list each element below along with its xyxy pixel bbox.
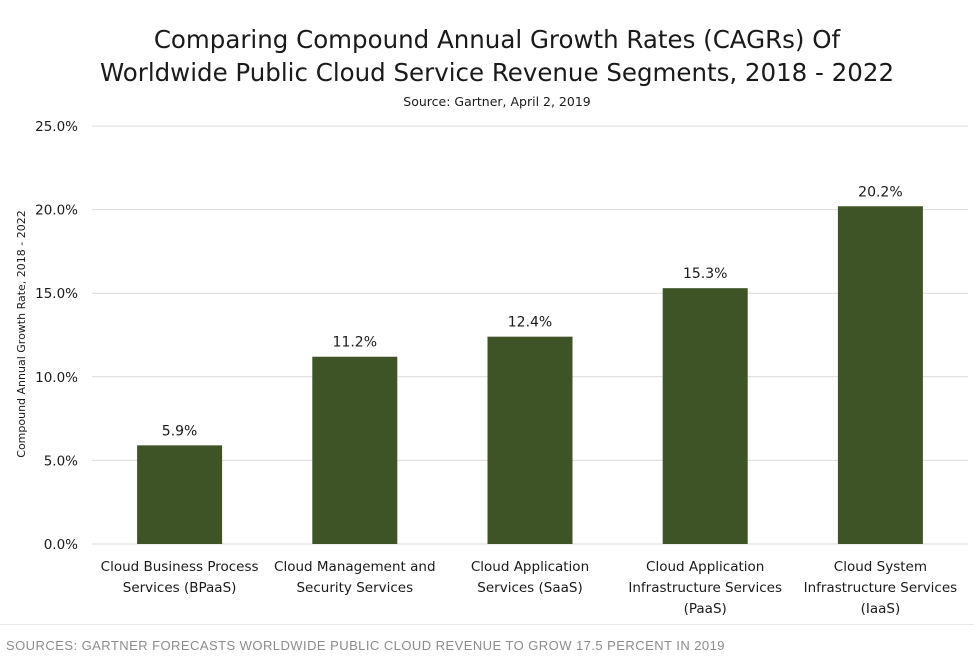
x-category-label-line: Cloud Application [471,559,589,575]
x-axis-categories: Cloud Business Process Services (BPaaS)Cl… [101,559,958,617]
bar-value-label: 20.2% [858,184,902,200]
x-category-label-line: Services (BPaaS) [123,580,237,596]
data-labels: 5.9% 11.2% 12.4% 15.3% 20.2% [162,184,903,439]
x-category-label-line: Cloud Application [646,559,764,575]
x-category-label-line: Services (SaaS) [477,580,582,596]
x-category-label: Cloud Management and Security Services [274,559,435,596]
x-category-label: Cloud Application Services (SaaS) [471,559,589,596]
chart-panel: Comparing Compound Annual Growth Rates (… [0,25,974,625]
y-tick-label: 25.0% [35,119,78,135]
bar-value-label: 12.4% [508,315,552,331]
bar [312,356,398,544]
x-category-label: Cloud System Infrastructure Services (IaaS… [804,559,958,617]
chart-title-line: Comparing Compound Annual Growth Rates (… [154,25,842,54]
y-tick-label: 20.0% [35,203,78,219]
y-tick-label: 0.0% [44,537,78,553]
bar-value-label: 11.2% [333,335,377,351]
y-tick-label: 5.0% [44,453,78,469]
y-tick-label: 15.0% [35,286,78,302]
x-category-label-line: Infrastructure Services [628,580,782,596]
y-axis-ticks: 0.0% 5.0% 10.0% 15.0% 20.0% 25.0% [35,119,78,553]
footer-caption: SOURCES: GARTNER FORECASTS WORLDWIDE PUB… [6,638,725,653]
y-axis-label: Compound Annual Growth Rate, 2018 - 2022 [15,210,28,457]
bar-value-label: 5.9% [162,423,198,439]
x-category-label: Cloud Application Infrastructure Services… [628,559,782,617]
x-category-label-line: Infrastructure Services [804,580,958,596]
chart-title-line: Worldwide Public Cloud Service Revenue S… [100,58,894,87]
bar [837,206,923,545]
x-category-label-line: Security Services [296,580,413,596]
x-category-label-line: Cloud System [834,559,927,575]
bars [137,206,923,545]
x-category-label-line: Cloud Management and [274,559,435,575]
chart-title: Comparing Compound Annual Growth Rates (… [100,25,894,87]
x-category-label: Cloud Business Process Services (BPaaS) [101,559,259,596]
x-category-label-line: (PaaS) [684,601,727,617]
x-category-label-line: Cloud Business Process [101,559,259,575]
bar-chart: Comparing Compound Annual Growth Rates (… [15,25,968,617]
bar [662,288,748,544]
bar [137,445,223,544]
bar [487,336,573,544]
chart-subtitle: Source: Gartner, April 2, 2019 [403,94,591,109]
bar-value-label: 15.3% [683,266,727,282]
x-category-label-line: (IaaS) [861,601,901,617]
y-tick-label: 10.0% [35,370,78,386]
